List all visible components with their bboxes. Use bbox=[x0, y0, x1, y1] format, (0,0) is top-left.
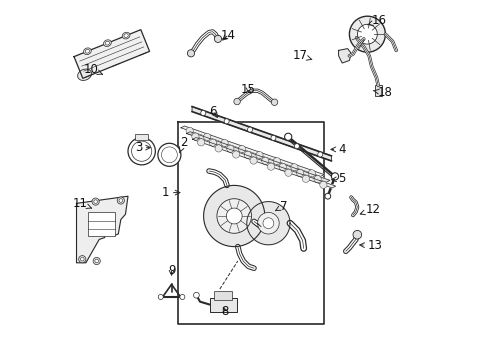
Circle shape bbox=[186, 127, 193, 134]
Polygon shape bbox=[339, 49, 351, 63]
Circle shape bbox=[349, 16, 386, 52]
Circle shape bbox=[331, 173, 339, 180]
Bar bbox=[210, 298, 237, 312]
Ellipse shape bbox=[122, 32, 130, 39]
Circle shape bbox=[318, 152, 323, 157]
Circle shape bbox=[93, 257, 100, 265]
Circle shape bbox=[308, 170, 316, 177]
Circle shape bbox=[244, 151, 251, 158]
Circle shape bbox=[227, 145, 234, 152]
Text: 3: 3 bbox=[135, 141, 150, 154]
Circle shape bbox=[325, 193, 331, 199]
Text: 8: 8 bbox=[221, 305, 229, 318]
Circle shape bbox=[209, 139, 217, 146]
Text: 5: 5 bbox=[332, 172, 346, 185]
Text: 2: 2 bbox=[179, 136, 188, 153]
Circle shape bbox=[117, 197, 124, 204]
Circle shape bbox=[158, 143, 181, 166]
Text: 18: 18 bbox=[373, 86, 392, 99]
Circle shape bbox=[247, 127, 252, 132]
Circle shape bbox=[162, 147, 177, 163]
Circle shape bbox=[314, 176, 321, 183]
Ellipse shape bbox=[83, 48, 91, 55]
Circle shape bbox=[358, 24, 377, 44]
Circle shape bbox=[239, 145, 245, 153]
Circle shape bbox=[80, 257, 84, 261]
Circle shape bbox=[296, 170, 304, 177]
Text: 7: 7 bbox=[275, 200, 287, 213]
Ellipse shape bbox=[77, 69, 92, 80]
Ellipse shape bbox=[103, 40, 111, 46]
Circle shape bbox=[119, 199, 122, 202]
Circle shape bbox=[285, 133, 292, 140]
Bar bbox=[135, 134, 148, 140]
Polygon shape bbox=[204, 185, 265, 247]
Circle shape bbox=[262, 157, 269, 165]
Text: 9: 9 bbox=[168, 264, 175, 276]
Ellipse shape bbox=[105, 41, 110, 45]
Circle shape bbox=[158, 294, 163, 300]
Circle shape bbox=[180, 294, 185, 300]
Polygon shape bbox=[181, 126, 324, 176]
Circle shape bbox=[128, 138, 155, 165]
Circle shape bbox=[271, 99, 278, 105]
Ellipse shape bbox=[85, 49, 90, 53]
Circle shape bbox=[250, 157, 257, 164]
Circle shape bbox=[92, 198, 99, 205]
Polygon shape bbox=[193, 138, 336, 188]
Text: 17: 17 bbox=[293, 49, 312, 62]
Text: 13: 13 bbox=[360, 239, 382, 252]
Bar bbox=[374, 85, 382, 96]
Text: 16: 16 bbox=[368, 14, 387, 27]
Circle shape bbox=[224, 119, 229, 124]
Circle shape bbox=[291, 164, 298, 171]
Circle shape bbox=[197, 139, 205, 146]
Circle shape bbox=[302, 175, 310, 183]
Circle shape bbox=[226, 208, 242, 224]
Text: 1: 1 bbox=[162, 186, 180, 199]
Circle shape bbox=[217, 199, 251, 233]
Polygon shape bbox=[74, 30, 149, 78]
Circle shape bbox=[187, 50, 195, 57]
Text: 14: 14 bbox=[220, 29, 236, 42]
Circle shape bbox=[263, 218, 274, 229]
Circle shape bbox=[192, 133, 199, 140]
Circle shape bbox=[258, 212, 279, 234]
Circle shape bbox=[273, 158, 281, 165]
Ellipse shape bbox=[124, 34, 128, 37]
Circle shape bbox=[285, 169, 292, 176]
Circle shape bbox=[256, 152, 263, 159]
Circle shape bbox=[95, 259, 98, 263]
Circle shape bbox=[294, 144, 299, 149]
Polygon shape bbox=[247, 202, 290, 245]
Circle shape bbox=[194, 292, 199, 298]
Circle shape bbox=[94, 200, 98, 203]
Text: 11: 11 bbox=[73, 197, 92, 210]
Circle shape bbox=[215, 145, 222, 152]
Circle shape bbox=[79, 256, 86, 263]
Circle shape bbox=[279, 163, 286, 171]
Circle shape bbox=[132, 141, 152, 161]
Text: 6: 6 bbox=[210, 105, 218, 118]
Circle shape bbox=[201, 111, 206, 116]
Circle shape bbox=[234, 98, 240, 105]
Text: 4: 4 bbox=[331, 143, 345, 156]
Circle shape bbox=[320, 181, 327, 189]
Text: 12: 12 bbox=[360, 203, 381, 216]
Circle shape bbox=[215, 35, 221, 42]
Bar bbox=[215, 291, 232, 300]
Circle shape bbox=[271, 135, 276, 140]
Polygon shape bbox=[187, 132, 330, 182]
Circle shape bbox=[203, 133, 211, 140]
Circle shape bbox=[353, 230, 362, 239]
Text: 10: 10 bbox=[84, 63, 102, 76]
Circle shape bbox=[268, 163, 274, 170]
Circle shape bbox=[232, 151, 240, 158]
Bar bbox=[88, 212, 116, 236]
Text: 15: 15 bbox=[241, 83, 256, 96]
Circle shape bbox=[221, 139, 228, 147]
Polygon shape bbox=[192, 107, 331, 161]
Polygon shape bbox=[76, 196, 128, 263]
